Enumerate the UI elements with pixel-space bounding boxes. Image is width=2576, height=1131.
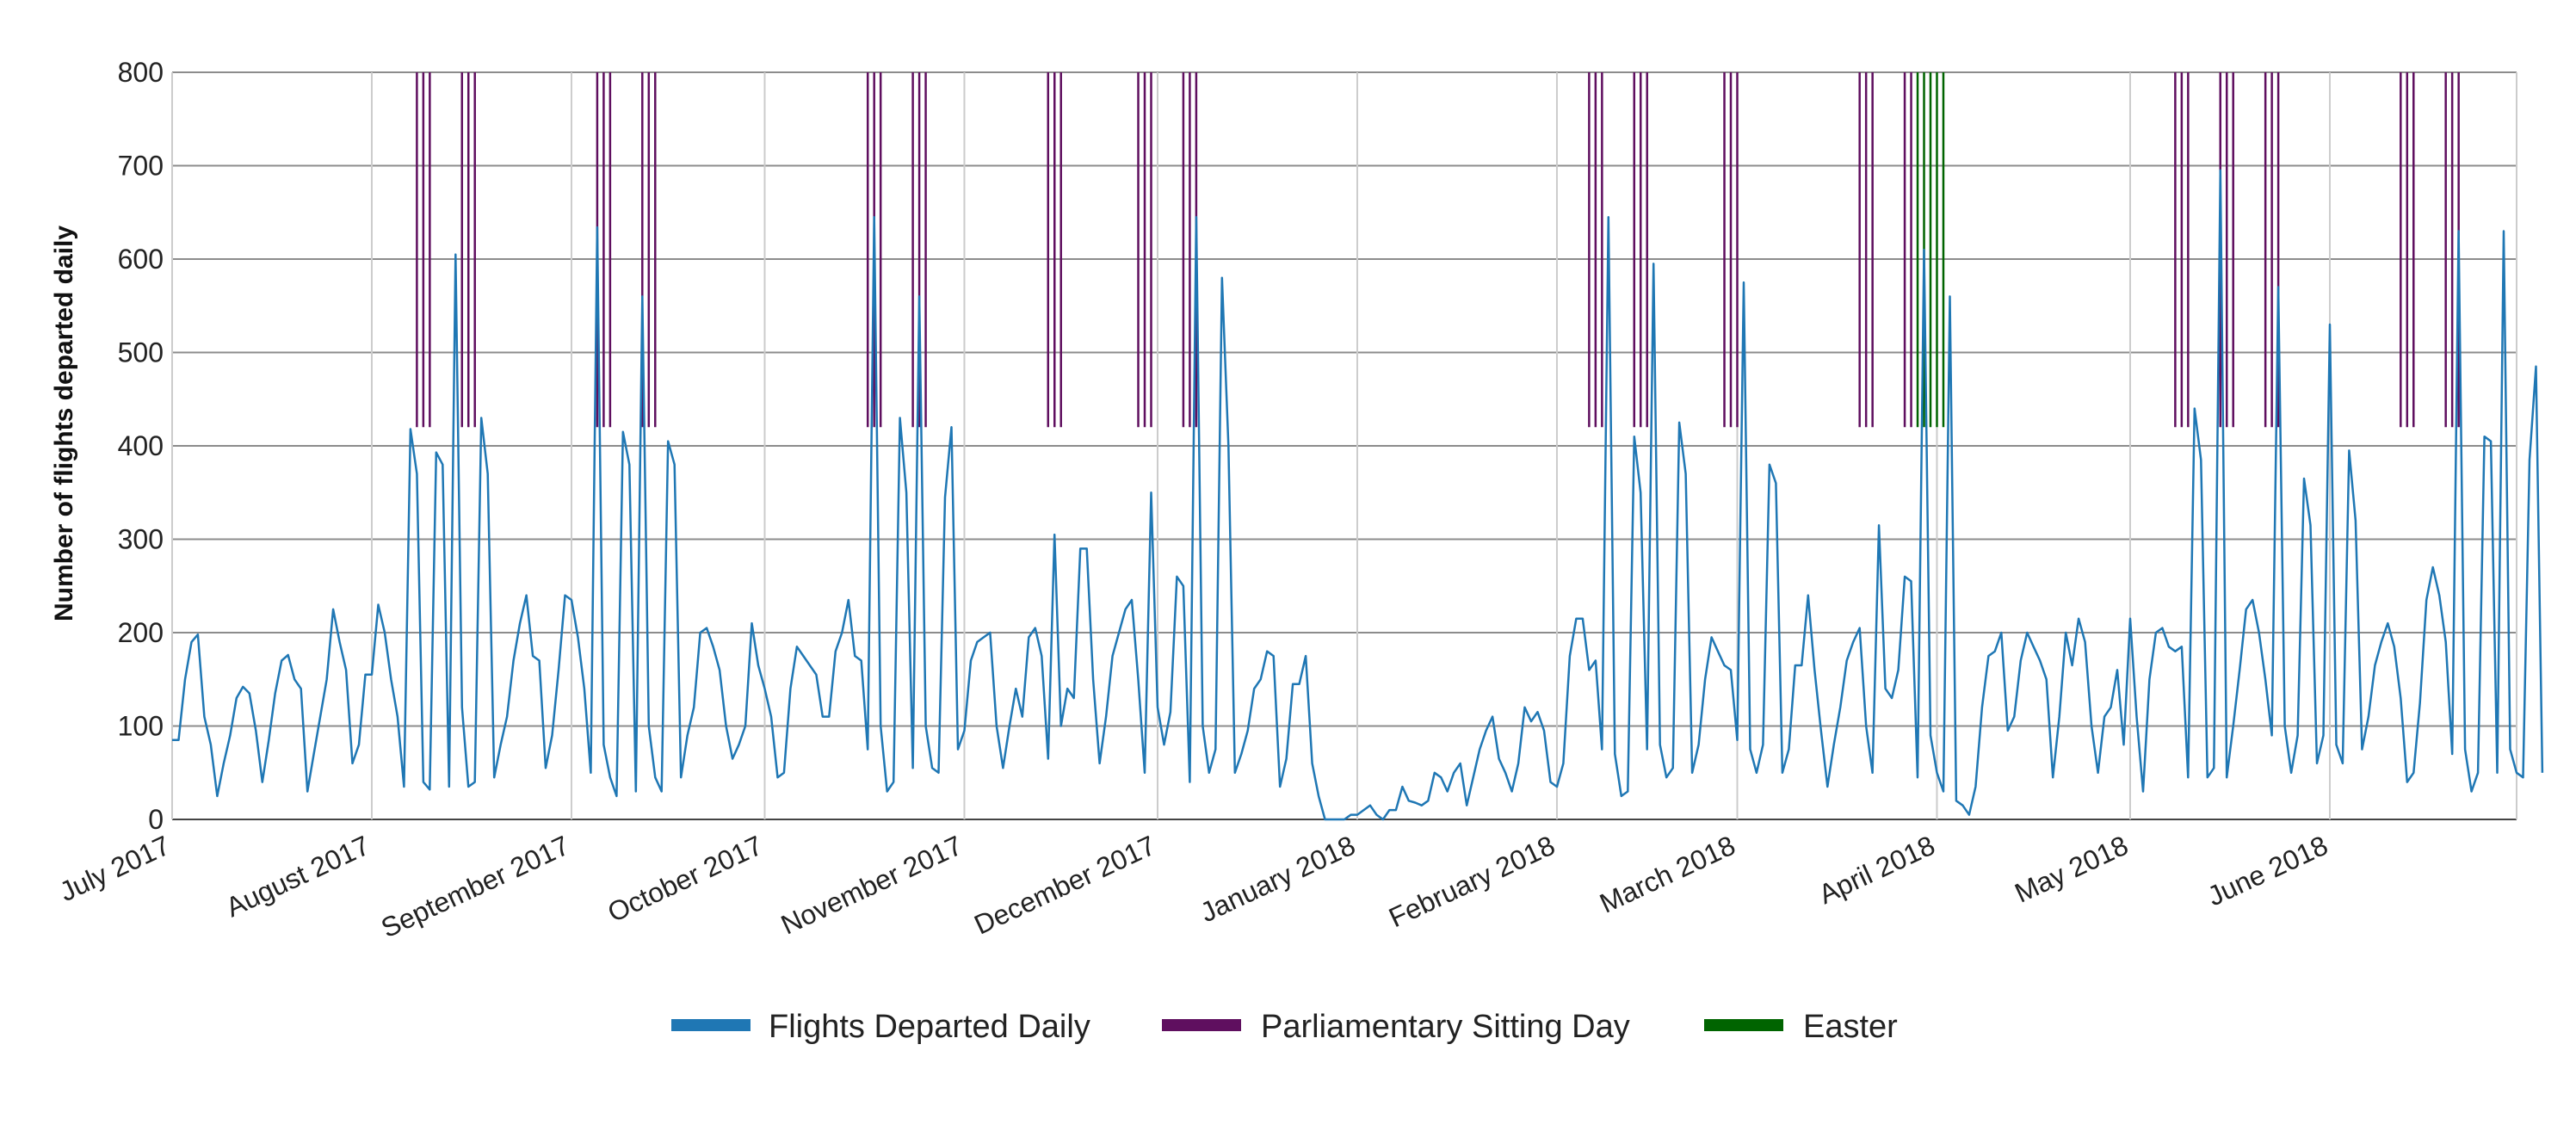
y-axis-title: Number of flights departed daily	[50, 226, 78, 621]
legend-label: Flights Departed Daily	[769, 1009, 1090, 1045]
x-tick-label: April 2018	[1814, 830, 1940, 911]
series-layer	[172, 169, 2544, 821]
legend-label: Parliamentary Sitting Day	[1261, 1009, 1630, 1045]
x-tick-label: August 2017	[221, 830, 374, 924]
legend: Flights Departed Daily Parliamentary Sitt…	[671, 1009, 1898, 1045]
x-tick-label: June 2018	[2202, 830, 2332, 912]
y-tick-label: 600	[118, 244, 164, 275]
y-tick-label: 0	[148, 804, 164, 835]
x-tick-label: May 2018	[2010, 830, 2133, 909]
marker-layer	[416, 72, 2460, 428]
grid-layer	[171, 71, 2517, 820]
y-tick-label: 200	[118, 617, 164, 648]
y-tick-label: 300	[118, 524, 164, 555]
x-tick-label: October 2017	[602, 830, 767, 929]
legend-swatch	[1162, 1019, 1241, 1031]
y-tick-label: 100	[118, 711, 164, 742]
y-tick-label: 700	[118, 151, 164, 182]
x-tick-label: July 2017	[55, 830, 175, 908]
x-tick-label: December 2017	[969, 830, 1160, 941]
x-tick-label: September 2017	[376, 830, 574, 944]
x-tick-label: November 2017	[776, 830, 967, 941]
x-tick-label: February 2018	[1384, 830, 1560, 934]
legend-label: Easter	[1803, 1009, 1898, 1045]
x-tick-label: March 2018	[1595, 830, 1739, 919]
y-tick-label: 400	[118, 430, 164, 461]
legend-swatch	[671, 1019, 751, 1031]
legend-swatch	[1704, 1019, 1783, 1031]
y-tick-label: 800	[118, 57, 164, 88]
flights-series-line	[172, 169, 2544, 821]
x-tick-label: January 2018	[1195, 830, 1360, 929]
y-tick-label: 500	[118, 337, 164, 368]
